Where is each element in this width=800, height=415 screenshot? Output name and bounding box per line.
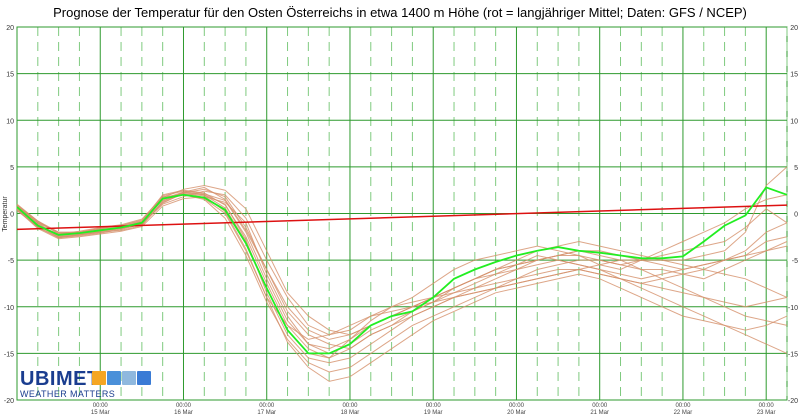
y-tick-label-right: 20 <box>790 25 798 32</box>
y-tick-label-left: -20 <box>4 398 14 405</box>
ensemble-line <box>16 166 788 340</box>
y-tick-label-right: 10 <box>790 118 798 125</box>
ensemble-line <box>16 190 788 350</box>
y-tick-label-left: -5 <box>8 258 14 265</box>
ensemble-line <box>16 196 788 354</box>
grid-layer <box>16 26 788 401</box>
ensemble-line <box>16 194 788 373</box>
x-tick-date-label: 19 Mar <box>424 410 443 415</box>
y-tick-label-right: 0 <box>794 212 798 219</box>
y-tick-label-right: -15 <box>788 351 798 358</box>
x-tick-time-label: 00:00 <box>592 403 608 409</box>
x-tick-date-label: 22 Mar <box>674 410 693 415</box>
x-tick-time-label: 00:00 <box>93 403 109 409</box>
y-tick-label-right: 5 <box>794 165 798 172</box>
x-tick-time-label: 00:00 <box>675 403 691 409</box>
x-tick-date-label: 21 Mar <box>590 410 609 415</box>
ensemble-layer <box>16 166 788 382</box>
x-tick-time-label: 00:00 <box>426 403 442 409</box>
axis-layer: 20 20 15 15 10 10 5 5 0 0 -5 -5 -10 -10 -15 -15 -20 -20 Te… <box>2 25 798 415</box>
x-tick-time-label: 00:00 <box>509 403 525 409</box>
main-forecast-line <box>16 186 788 355</box>
x-tick-date-label: 15 Mar <box>91 410 110 415</box>
ubimet-logo: UBIMET WEATHER MATTERS <box>20 368 151 399</box>
y-tick-label-right: 15 <box>790 72 798 79</box>
x-tick-date-label: 18 Mar <box>341 410 360 415</box>
y-axis-label: Temperatur <box>2 196 9 232</box>
y-tick-label-right: -10 <box>788 305 798 312</box>
x-tick-date-label: 16 Mar <box>174 410 193 415</box>
ensemble-line <box>16 192 788 364</box>
y-tick-label-left: -15 <box>4 351 14 358</box>
y-tick-label-right: -5 <box>792 258 798 265</box>
x-tick-date-label: 20 Mar <box>507 410 526 415</box>
ensemble-line <box>16 194 788 340</box>
y-tick-label-left: 5 <box>10 165 14 172</box>
y-tick-label-left: 0 <box>10 212 14 219</box>
y-tick-label-left: 15 <box>6 72 14 79</box>
y-tick-label-right: -20 <box>788 398 798 405</box>
ensemble-line <box>16 191 788 359</box>
y-tick-label-left: 10 <box>6 118 14 125</box>
x-tick-time-label: 00:00 <box>342 403 358 409</box>
y-tick-label-left: -10 <box>4 305 14 312</box>
x-tick-time-label: 00:00 <box>176 403 192 409</box>
ensemble-line <box>16 186 788 350</box>
x-tick-time-label: 00:00 <box>759 403 775 409</box>
x-tick-time-label: 00:00 <box>259 403 275 409</box>
climate-mean-line <box>16 204 788 231</box>
chart-title: Prognose der Temperatur für den Osten Ös… <box>53 5 747 20</box>
main-layer <box>16 186 788 355</box>
x-tick-date-label: 17 Mar <box>257 410 276 415</box>
x-tick-date-label: 23 Mar <box>757 410 776 415</box>
y-tick-label-left: 20 <box>6 25 14 32</box>
mean-layer <box>16 204 788 231</box>
